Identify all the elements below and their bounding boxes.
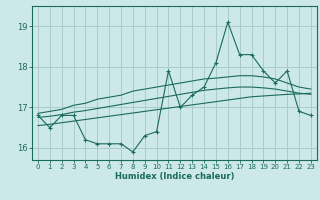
X-axis label: Humidex (Indice chaleur): Humidex (Indice chaleur) [115,172,234,181]
